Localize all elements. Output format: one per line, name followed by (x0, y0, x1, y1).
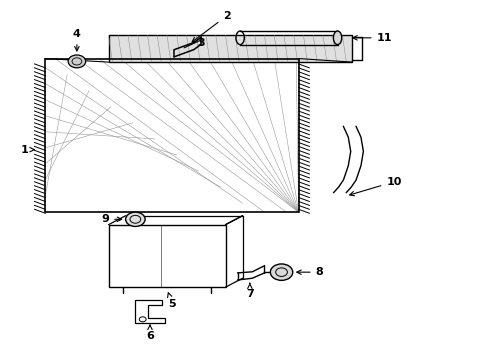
Ellipse shape (333, 31, 342, 45)
Text: 8: 8 (297, 267, 323, 277)
Circle shape (270, 264, 293, 280)
Text: 4: 4 (73, 29, 81, 51)
Text: 7: 7 (246, 283, 254, 299)
Text: 6: 6 (146, 325, 154, 341)
Text: 5: 5 (168, 293, 176, 309)
Text: 2: 2 (192, 11, 231, 42)
Circle shape (68, 55, 86, 68)
Text: 10: 10 (350, 177, 402, 196)
Polygon shape (109, 35, 352, 62)
Text: 3: 3 (197, 38, 205, 48)
Circle shape (125, 212, 145, 226)
Text: 9: 9 (101, 214, 122, 224)
Text: 11: 11 (353, 33, 392, 43)
Text: 1: 1 (21, 145, 34, 155)
